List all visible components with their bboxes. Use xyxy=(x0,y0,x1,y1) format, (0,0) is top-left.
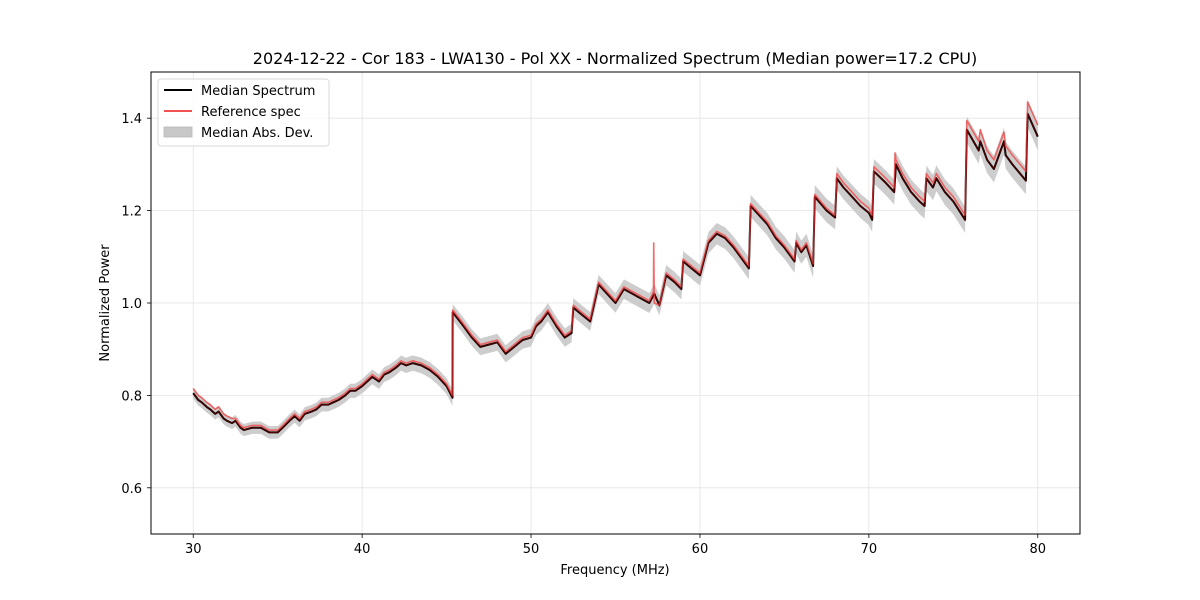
median-spectrum-overlap xyxy=(192,113,1039,433)
y-axis-ticks: 0.6 0.8 1.0 1.2 1.4 xyxy=(121,112,151,497)
y-axis-label: Normalized Power xyxy=(98,244,113,362)
legend-label-reference-spec: Reference spec xyxy=(201,105,301,120)
legend: Median Spectrum Reference spec Median Ab… xyxy=(157,78,330,147)
y-tick-label: 1.2 xyxy=(121,205,142,220)
x-tick-label: 30 xyxy=(185,542,202,557)
legend-swatch-median-abs-dev xyxy=(163,126,193,138)
plot-area: 30 40 50 60 70 80 0.6 0.8 1.0 1.2 1.4 xyxy=(121,71,1081,557)
legend-box xyxy=(157,78,330,147)
legend-label-median-abs-dev: Median Abs. Dev. xyxy=(201,126,313,141)
x-tick-label: 60 xyxy=(692,542,709,557)
y-tick-label: 1.4 xyxy=(121,112,142,127)
x-tick-label: 80 xyxy=(1029,542,1046,557)
legend-label-median-spectrum: Median Spectrum xyxy=(201,84,315,99)
chart-title: 2024-12-22 - Cor 183 - LWA130 - Pol XX -… xyxy=(253,49,977,68)
grid xyxy=(151,72,1080,534)
y-tick-label: 1.0 xyxy=(121,297,142,312)
y-tick-label: 0.6 xyxy=(121,482,142,497)
x-axis-label: Frequency (MHz) xyxy=(560,563,669,578)
reference-spec-line xyxy=(192,101,1039,431)
x-axis-ticks: 30 40 50 60 70 80 xyxy=(185,534,1046,557)
x-tick-label: 70 xyxy=(861,542,878,557)
y-tick-label: 0.8 xyxy=(121,389,142,404)
x-tick-label: 40 xyxy=(354,542,371,557)
x-tick-label: 50 xyxy=(523,542,540,557)
series-layer xyxy=(192,101,1039,434)
